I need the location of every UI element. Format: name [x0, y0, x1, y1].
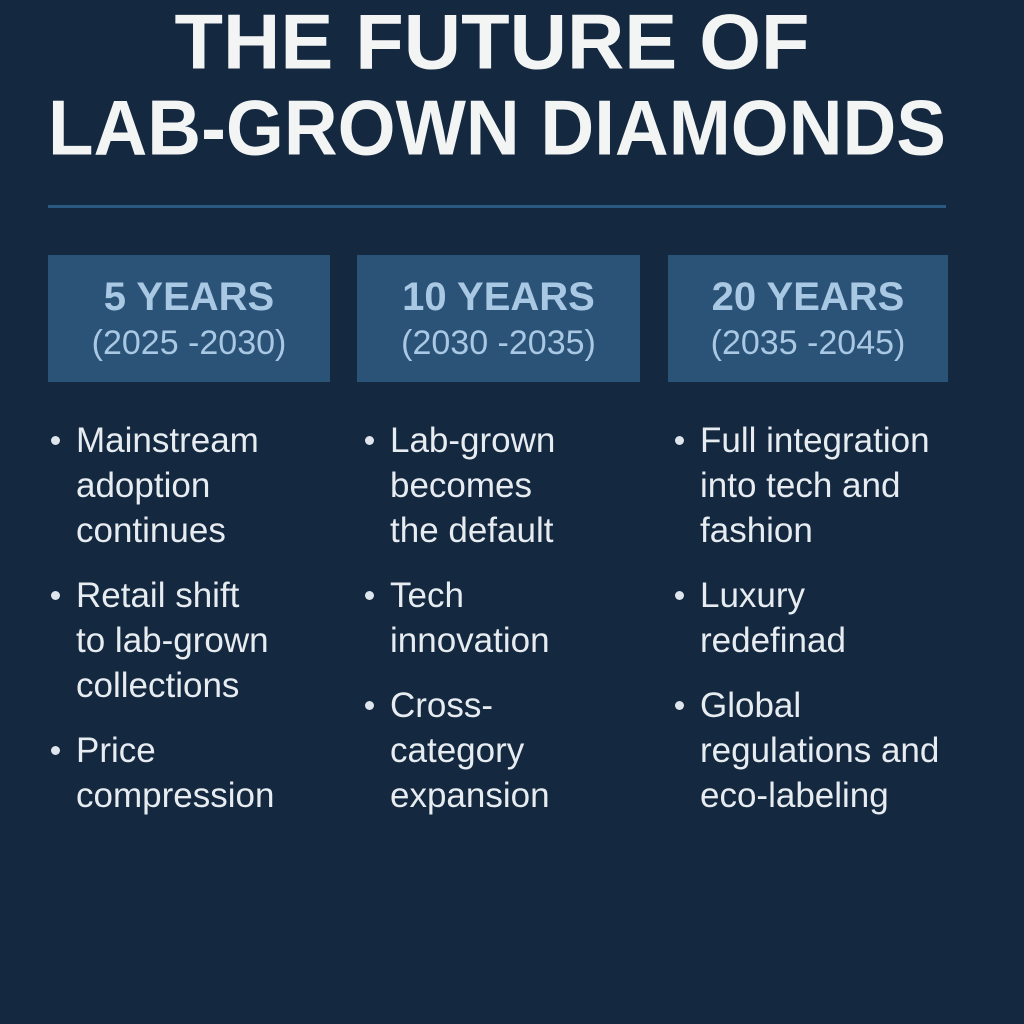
bullet-dot: [365, 701, 374, 710]
bullet-text: Lab-grown: [390, 421, 556, 460]
bullet-text: Global: [700, 686, 802, 725]
bullet-text: eco-labeling: [700, 776, 889, 815]
column-heading: 20 YEARS: [711, 275, 905, 319]
bullet-text: collections: [76, 666, 240, 705]
bullet-item: Mainstream adoption continues: [48, 418, 274, 553]
bullet-text: Tech: [390, 576, 464, 615]
bullet-item: Full integration into tech and fashion: [672, 418, 939, 553]
bullet-text: into tech and: [700, 466, 901, 505]
bullet-list: Lab-grown becomes the default Tech innovatio…: [362, 418, 555, 838]
bullet-item: Retail shift to lab-grown collections: [48, 573, 274, 708]
title-line: THE FUTURE OF: [175, 0, 810, 86]
bullet-item: Luxury redefinad: [672, 573, 939, 663]
bullet-text: Retail shift: [76, 576, 240, 615]
bullet-text: to lab-grown: [76, 621, 269, 660]
column-header: 10 YEARS (2030 -2035): [357, 255, 640, 382]
bullet-dot: [51, 591, 60, 600]
title-line: LAB-GROWN DIAMONDS: [48, 84, 946, 172]
bullet-dot: [365, 591, 374, 600]
bullet-dot: [51, 436, 60, 445]
bullet-text: regulations and: [700, 731, 940, 770]
bullet-text: innovation: [390, 621, 550, 660]
bullet-text: compression: [76, 776, 275, 815]
bullet-list: Full integration into tech and fashion Luxu…: [672, 418, 939, 838]
bullet-text: redefinad: [700, 621, 846, 660]
bullet-text: Mainstream: [76, 421, 259, 460]
bullet-item: Lab-grown becomes the default: [362, 418, 555, 553]
bullet-item: Tech innovation: [362, 573, 555, 663]
bullet-dot: [365, 436, 374, 445]
bullet-text: category: [390, 731, 525, 770]
bullet-item: Price compression: [48, 728, 274, 818]
bullet-text: Cross-: [390, 686, 494, 725]
column-header: 5 YEARS (2025 -2030): [48, 255, 330, 382]
bullet-text: Full integration: [700, 421, 930, 460]
divider: [48, 205, 946, 208]
column-period: (2025 -2030): [91, 324, 287, 362]
bullet-item: Global regulations and eco-labeling: [672, 683, 939, 818]
bullet-text: Luxury: [700, 576, 806, 615]
bullet-item: Cross-category expansion: [362, 683, 555, 818]
bullet-dot: [675, 436, 684, 445]
column-heading: 10 YEARS: [402, 275, 595, 319]
bullet-text: becomes: [390, 466, 533, 505]
bullet-text: fashion: [700, 511, 813, 550]
bullet-dot: [51, 746, 60, 755]
column-period: (2030 -2035): [401, 324, 596, 362]
bullet-text: continues: [76, 511, 226, 550]
bullet-text: expansion: [390, 776, 550, 815]
bullet-text: the default: [390, 511, 554, 550]
bullet-list: Mainstream adoption continues Retail shift t…: [48, 418, 274, 838]
title: THE FUTURE OF LAB-GROWN DIAMONDS: [48, 0, 946, 172]
column-header: 20 YEARS (2035 -2045): [668, 255, 948, 382]
bullet-dot: [675, 701, 684, 710]
column-period: (2035 -2045): [710, 324, 906, 362]
bullet-text: Price: [76, 731, 156, 770]
bullet-dot: [675, 591, 684, 600]
bullet-text: adoption: [76, 466, 211, 505]
column-heading: 5 YEARS: [103, 275, 275, 319]
